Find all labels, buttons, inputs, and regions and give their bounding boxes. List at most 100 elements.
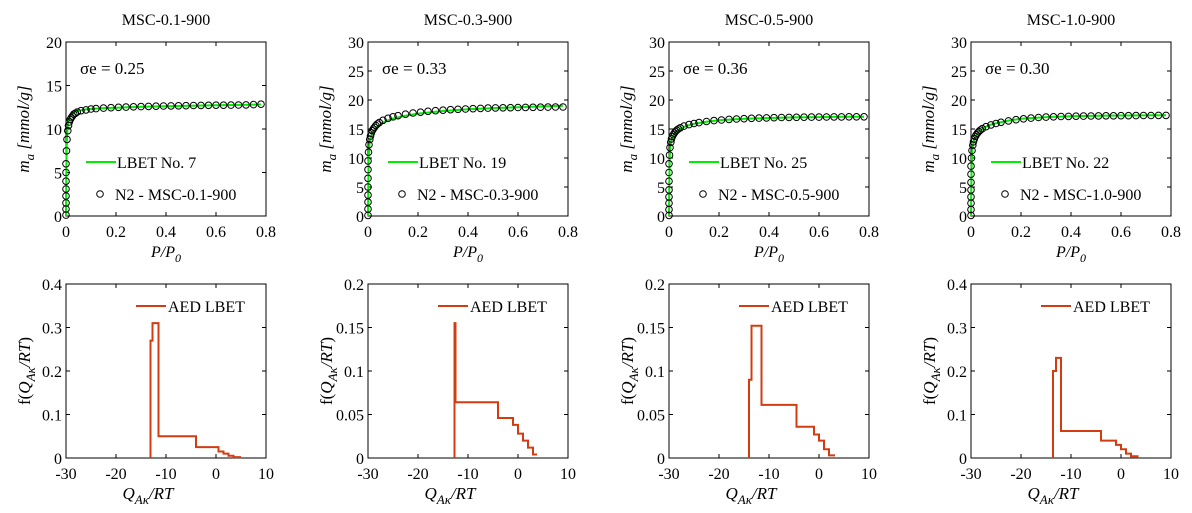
data-point [99,104,108,112]
legend-label: AED LBET [470,299,547,316]
x-tick-label: 0.6 [1111,224,1131,241]
x-tick-label: 10 [560,466,576,483]
data-point [1079,112,1088,120]
data-point [257,100,265,108]
data-point [1034,113,1043,122]
data-point [777,113,786,122]
data-point [747,114,756,123]
legend-label: N2 - MSC-0.5-900 [718,187,839,204]
data-point [373,120,382,128]
x-tick-label: 0.6 [508,224,528,241]
data-point [122,103,130,111]
x-tick-label: 10 [258,466,274,483]
data-point [364,157,372,165]
y-tick-label: 0 [54,451,62,468]
aed-step-line [1052,356,1139,458]
x-tick-label: 10 [861,466,877,483]
isotherm-panel-4: MSC-1.0-900 0 0.2 0.4 0.6 0.8 0 5 10 15 20 25 30 σe =… [919,12,1181,265]
data-point [1139,111,1148,120]
data-point [702,117,711,126]
data-point [62,185,70,193]
y-tick-label: 0 [959,451,967,468]
data-point [401,110,410,118]
data-point [364,148,373,156]
y-tick-label: 20 [649,93,665,110]
y-tick-label: 0.2 [947,364,967,381]
y-tick-label: 0 [959,209,967,226]
data-point [666,143,674,152]
aed-step-line [748,324,835,458]
legend-label: N2 - MSC-0.3-900 [417,187,538,204]
data-point [431,106,440,115]
fit-line [65,103,262,217]
y-tick-label: 15 [46,79,62,96]
y-axis-label: f(QAκ/RT) [317,337,340,405]
panel-title: MSC-0.1-900 [122,12,210,29]
data-point [1027,114,1035,122]
panel-title: MSC-0.5-900 [725,12,813,29]
y-axis-label: ma [mmol/g] [316,85,339,172]
data-point [73,108,82,116]
y-axis-label: ma [mmol/g] [14,85,37,172]
legend-label: LBET No. 22 [1022,155,1109,172]
data-point [845,113,853,121]
x-tick-label: -20 [708,466,729,483]
data-point [197,101,205,110]
legend-label: LBET No. 19 [419,155,506,172]
data-point [64,126,72,135]
isotherm-panel-2: MSC-0.3-900 0 0.2 0.4 0.6 0.8 0 5 10 15 20 25 30 σe =… [316,12,578,265]
data-point [416,108,425,116]
data-point [1064,112,1073,121]
y-tick-label: 30 [951,35,967,52]
y-axis-label: ma [mmol/g] [617,85,640,172]
aed-step-line [453,322,537,458]
data-point [725,115,733,124]
x-tick-label: 0.2 [1011,224,1031,241]
data-point [976,126,985,134]
data-point [967,162,975,170]
legend-marker-swatch [1001,190,1009,198]
data-point [717,116,726,124]
x-axis-label: P/P0 [452,244,483,265]
aed-panel-4: -30 -20 -10 0 10 0 0.1 0.2 0.3 0.4 AED LBET QAκ/RT f… [920,277,1179,507]
data-point [1012,115,1020,124]
y-axis-label: f(QAκ/RT) [15,337,38,405]
x-tick-label: -30 [658,466,679,483]
data-point [1004,117,1013,125]
data-point [665,151,674,159]
data-point [1109,112,1118,120]
data-point [997,118,1005,127]
panel-title: MSC-0.3-900 [424,12,512,29]
data-point [394,111,402,120]
data-point [755,114,763,122]
data-point [529,103,537,112]
data-point [969,138,978,146]
data-point [514,103,522,112]
fit-line [970,114,1167,217]
y-tick-label: 20 [348,93,364,110]
aed-panel-2: -30 -20 -10 0 10 0 0.05 0.1 0.15 0.2 AED LBET QAκ/R… [317,277,576,507]
x-tick-label: 0.2 [106,224,126,241]
data-point [1094,112,1103,120]
legend-label: AED LBET [1073,299,1150,316]
data-point [665,211,673,220]
y-tick-label: 20 [46,35,62,52]
data-point [667,138,675,147]
aed-step-line [149,322,241,459]
y-tick-label: 0.1 [645,364,665,381]
y-tick-label: 25 [348,64,364,81]
x-tick-label: 0.2 [408,224,428,241]
y-tick-label: 20 [951,93,967,110]
sigma-label: σe = 0.25 [80,59,145,78]
y-tick-label: 0 [356,209,364,226]
data-point [665,160,673,168]
legend-label: LBET No. 25 [720,155,807,172]
data-point [219,101,228,109]
data-point [63,135,71,144]
data-point [685,120,693,129]
data-point [1154,111,1163,120]
data-point [770,113,778,122]
data-point [815,113,823,121]
data-point [837,113,846,121]
data-point [676,124,685,132]
